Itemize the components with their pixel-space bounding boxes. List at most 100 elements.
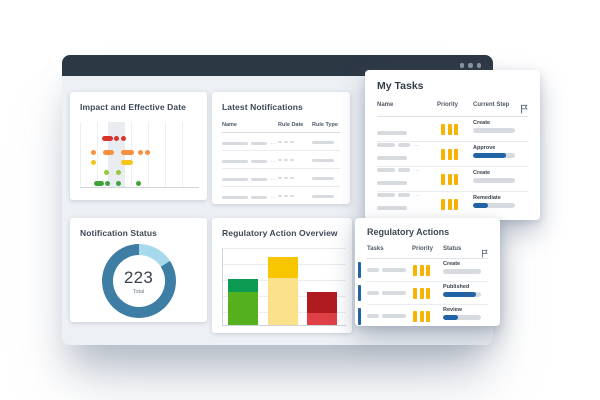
current-step-cell: Create [443, 261, 481, 274]
window-control-dot[interactable] [476, 63, 481, 68]
scatter-point [121, 159, 133, 165]
priority-bar [447, 149, 452, 160]
progress-fill [473, 153, 506, 158]
ellipsis: … [270, 193, 277, 200]
placeholder-bar [377, 181, 407, 185]
placeholder-bar [367, 291, 379, 295]
placeholder-bar [284, 177, 288, 179]
priority-bar [419, 288, 424, 299]
placeholder-bar [377, 168, 395, 172]
name-placeholder: … [377, 147, 420, 173]
total-value: 223 [123, 267, 154, 287]
priority-bar [413, 311, 417, 322]
card-title: Latest Notifications [222, 102, 303, 112]
priority-bar [441, 174, 445, 185]
notification-row[interactable]: … [222, 133, 340, 151]
bar-segment [268, 278, 298, 325]
priority-bar [454, 124, 458, 135]
placeholder-bar [312, 177, 334, 180]
step-label: Create [473, 120, 491, 126]
row-accent-bar [358, 262, 361, 278]
column-header-name: Name [222, 122, 237, 128]
row-accent-bar [358, 285, 361, 301]
task-row[interactable]: Create [358, 259, 488, 282]
priority-bar [413, 265, 417, 276]
progress-bar [443, 292, 481, 297]
priority-indicator [413, 311, 430, 322]
name-placeholder [367, 314, 406, 318]
total-label: Total [132, 288, 145, 295]
task-row[interactable]: … Remediate [377, 192, 528, 223]
scatter-point [90, 149, 96, 155]
placeholder-bar [290, 159, 294, 161]
notification-row[interactable]: … [222, 169, 340, 187]
progress-bar [443, 269, 481, 274]
priority-indicator [441, 124, 458, 135]
ellipsis: … [270, 139, 277, 146]
ellipsis: … [413, 191, 420, 198]
notifications-rows: … … … … [222, 133, 340, 205]
ellipsis: … [413, 141, 420, 148]
name-placeholder: … [222, 175, 277, 182]
task-row[interactable]: … Create [377, 117, 528, 148]
priority-indicator [441, 174, 458, 185]
panel-my-tasks: My Tasks Name Priority Current Step … Cre… [365, 70, 540, 223]
priority-bar [447, 124, 452, 135]
scatter-point [103, 169, 109, 175]
placeholder-bar [382, 291, 406, 295]
window-control-dot[interactable] [459, 63, 464, 68]
column-header-rule-type: Rule Type [312, 122, 338, 128]
donut-chart: 223 Total [101, 244, 176, 318]
priority-bar [447, 174, 452, 185]
placeholder-bar [278, 177, 282, 179]
priority-bar [426, 311, 430, 322]
bar-segment [228, 278, 258, 292]
notification-row[interactable]: … [222, 151, 340, 169]
bar-segment [307, 291, 337, 314]
window-control-dot[interactable] [468, 63, 473, 68]
progress-bar [473, 203, 515, 208]
priority-bar [441, 124, 445, 135]
priority-bar [419, 265, 424, 276]
progress-bar [473, 128, 515, 133]
placeholder-bar [251, 141, 267, 145]
rule-type-placeholder [312, 159, 334, 162]
column-header-tasks: Tasks [367, 246, 384, 252]
notification-row[interactable]: … [222, 187, 340, 205]
priority-bar [454, 149, 458, 160]
priority-bar [441, 149, 445, 160]
placeholder-bar [377, 131, 407, 135]
panel-regulatory-actions: Regulatory Actions Tasks Priority Status… [355, 218, 500, 326]
scatter-point [115, 169, 121, 175]
priority-bar [441, 199, 445, 210]
flag-icon[interactable] [481, 245, 488, 263]
task-row[interactable]: … Create [377, 167, 528, 198]
progress-bar [443, 315, 481, 320]
panel-title: Regulatory Actions [367, 227, 450, 237]
regulatory-actions-rows: Create Published Review [358, 259, 488, 328]
scatter-point [90, 159, 96, 165]
placeholder-bar [367, 268, 379, 272]
flag-icon[interactable] [520, 101, 528, 119]
row-accent-bar [358, 308, 361, 325]
progress-fill [473, 203, 488, 208]
stacked-bar [307, 291, 337, 325]
step-label: Create [443, 261, 461, 267]
placeholder-bar [398, 143, 410, 147]
progress-fill [443, 292, 477, 297]
stacked-bar [228, 278, 258, 325]
scatter-point [120, 135, 126, 141]
priority-indicator [413, 288, 430, 299]
placeholder-bar [377, 193, 395, 197]
task-row[interactable]: Review [358, 305, 488, 328]
donut-ring [101, 244, 176, 318]
ellipsis: … [413, 166, 420, 173]
task-row[interactable]: … Approve [377, 142, 528, 173]
placeholder-bar [284, 141, 288, 143]
notifications-table-header: Name Rule Date Rule Type [222, 122, 340, 133]
task-row[interactable]: Published [358, 282, 488, 305]
column-header-priority: Priority [412, 246, 434, 252]
window-controls[interactable] [459, 63, 481, 68]
scatter-point [101, 135, 113, 141]
rule-type-placeholder [312, 195, 334, 198]
